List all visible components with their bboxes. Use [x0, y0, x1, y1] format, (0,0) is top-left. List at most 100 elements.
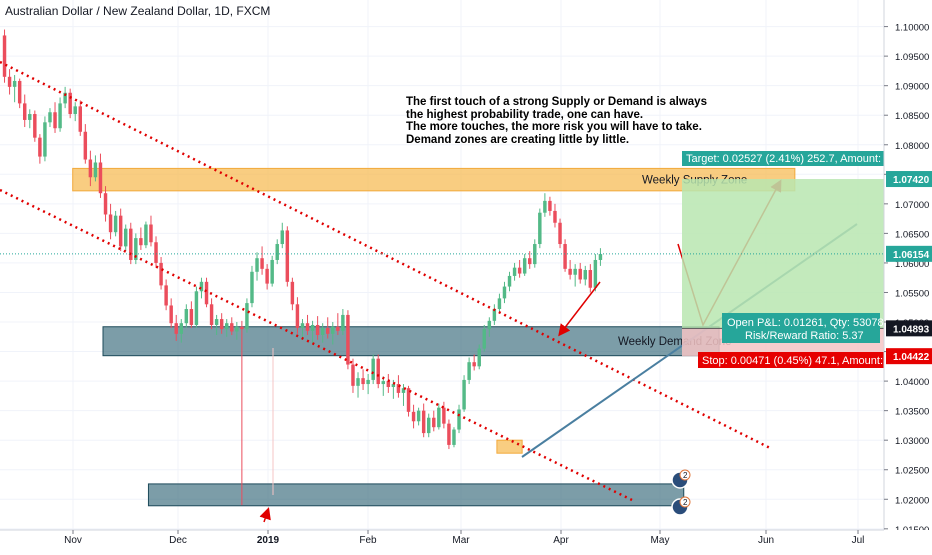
candle-body — [300, 323, 305, 328]
candle-body — [219, 319, 224, 330]
candle-body — [391, 384, 396, 388]
candle-body — [442, 407, 446, 424]
price-tick-label: 1.07000 — [895, 200, 929, 211]
candle-body — [472, 362, 476, 367]
open-label-text: Risk/Reward Ratio: 5.37 — [745, 330, 864, 342]
candle-body — [462, 379, 466, 410]
price-tag[interactable]: 1.07420 — [886, 171, 932, 188]
stop-label-text: Stop: 0.00471 (0.45%) 47.1, Amount: 75 — [702, 355, 898, 367]
candle-body — [48, 112, 52, 123]
candles-layer — [2, 29, 603, 506]
position-layer: Target: 0.02527 (2.41%) 252.7, Amount: 2… — [0, 151, 902, 368]
zones-layer: Weekly Supply ZoneWeekly Demand Zone — [72, 167, 796, 507]
candle-body — [108, 214, 113, 233]
candle-body — [593, 259, 598, 288]
candle-body — [88, 159, 93, 178]
candle-body — [250, 271, 254, 304]
event-badge — [679, 496, 691, 508]
candle-body — [563, 244, 567, 269]
candle-body — [421, 410, 426, 434]
candle-body — [366, 379, 370, 385]
candle-body — [159, 262, 163, 286]
demand-zone[interactable] — [102, 326, 720, 357]
candle-body — [245, 303, 249, 330]
candle-body — [199, 281, 204, 292]
price-tick-label: 1.08000 — [895, 141, 929, 152]
bottom-arrow[interactable] — [259, 507, 271, 523]
event-badge — [679, 469, 691, 481]
candle-body — [497, 298, 502, 310]
candle-body — [225, 323, 229, 330]
candle-body — [290, 281, 295, 305]
candle-body — [351, 364, 355, 386]
annotation-text: The first touch of a strong Supply or De… — [406, 96, 707, 146]
event-marker[interactable]: 2 — [671, 496, 691, 516]
price-tick-label: 1.03000 — [895, 436, 929, 447]
candle-body — [507, 275, 512, 287]
candle-body — [477, 348, 481, 367]
candle-body — [194, 291, 199, 325]
event-count: 2 — [683, 471, 688, 480]
candle-body — [144, 224, 148, 246]
open-label-text: Open P&L: 0.01261, Qty: 53078 — [727, 317, 884, 329]
candle-body — [401, 388, 406, 393]
pointer-arrow[interactable] — [558, 281, 601, 337]
candle-body — [38, 137, 42, 157]
candle-body — [189, 309, 194, 325]
price-tick-label: 1.10000 — [895, 23, 929, 34]
target-label[interactable]: Target: 0.02527 (2.41%) 252.7, Amount: 2… — [682, 151, 902, 166]
candle-body — [103, 193, 108, 215]
stop-label[interactable]: Stop: 0.00471 (0.45%) 47.1, Amount: 75 — [698, 352, 898, 368]
price-tag[interactable]: 1.06154 — [886, 245, 932, 262]
candle-body — [437, 407, 441, 428]
candle-body — [588, 270, 593, 288]
time-tick-label: Jul — [852, 535, 865, 546]
symbol-title[interactable]: Australian Dollar / New Zealand Dollar, … — [5, 4, 271, 18]
candle-body — [376, 358, 380, 385]
price-tick-label: 1.02500 — [895, 466, 929, 477]
candle-body — [447, 423, 451, 445]
candle-body — [43, 122, 47, 157]
price-tag[interactable]: 1.04893 — [886, 320, 932, 337]
time-tick-label: Nov — [64, 535, 82, 546]
candle-body — [73, 106, 77, 115]
event-count: 2 — [683, 498, 688, 507]
candle-body — [68, 92, 72, 115]
candle-body — [255, 258, 259, 272]
price-tag-text: 1.06154 — [893, 250, 930, 261]
candle-body — [124, 228, 128, 247]
candle-body — [214, 319, 219, 325]
price-axis-bg — [884, 0, 932, 550]
open-pnl-label[interactable]: Open P&L: 0.01261, Qty: 53078Risk/Reward… — [722, 313, 884, 343]
candle-body — [280, 230, 284, 245]
price-tag-bg — [886, 245, 932, 262]
stop-label-bg — [698, 352, 884, 368]
candle-body — [548, 200, 552, 211]
candle-body — [149, 224, 153, 243]
candle-body — [2, 35, 7, 77]
price-tag[interactable]: 1.04422 — [886, 348, 932, 365]
candle-body — [134, 238, 138, 260]
candle-body — [204, 281, 209, 305]
candle-body — [331, 326, 335, 334]
candle-body — [396, 384, 401, 393]
lower-demand-zone[interactable] — [147, 483, 685, 507]
candle-body — [179, 323, 183, 334]
event-marker[interactable]: 2 — [671, 469, 691, 489]
candle-body — [285, 230, 290, 282]
time-tick-label: Apr — [553, 535, 569, 546]
candle-body — [93, 162, 98, 178]
small-demand-box[interactable] — [496, 439, 523, 454]
candle-body — [482, 329, 486, 349]
price-tag-text: 1.07420 — [893, 175, 930, 186]
price-tick-label: 1.03500 — [895, 407, 929, 418]
candle-body — [78, 106, 82, 132]
candle-body — [432, 417, 436, 428]
candle-body — [371, 358, 375, 380]
candle-body — [487, 320, 492, 330]
time-tick-label: May — [651, 535, 670, 546]
candle-body — [416, 410, 421, 422]
